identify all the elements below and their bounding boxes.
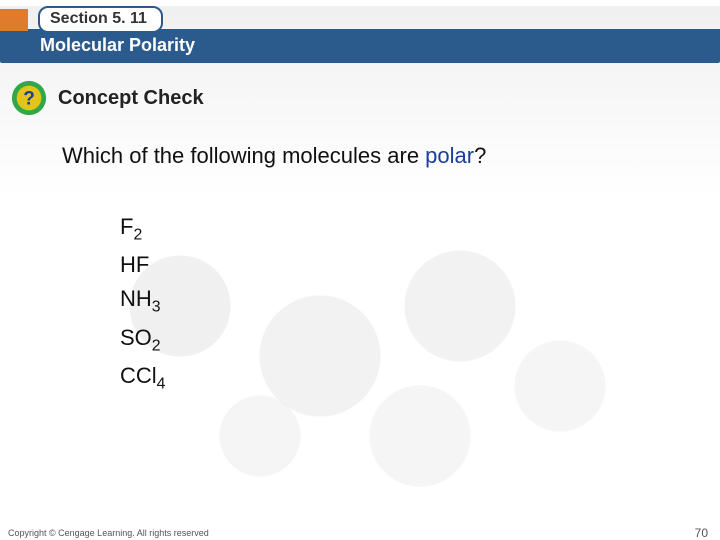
list-item: CCl4 [120,360,690,396]
question-text: Which of the following molecules are pol… [62,143,690,169]
molecule-subscript: 4 [157,375,166,392]
question-prefix: Which of the following molecules are [62,143,425,168]
molecule-base: CCl [120,363,157,388]
molecule-base: F [120,214,133,239]
question-mark-icon: ? [10,79,48,117]
concept-row: ? Concept Check [10,79,720,117]
slide-header: Section 5. 11 Molecular Polarity ? Conce… [0,6,720,117]
list-item: HF [120,249,690,281]
section-label-pill: Section 5. 11 [38,6,163,33]
svg-text:?: ? [23,89,35,110]
question-polar-word: polar [425,143,474,168]
list-item: SO2 [120,322,690,358]
molecule-list: F2HFNH3SO2CCl4 [120,211,690,396]
subtitle-text: Molecular Polarity [40,35,195,55]
subtitle-band: Molecular Polarity [0,29,720,63]
molecule-base: NH [120,286,152,311]
list-item: F2 [120,211,690,247]
section-label: Section 5. 11 [50,10,147,27]
molecule-subscript: 2 [152,337,161,354]
molecule-subscript: 2 [133,226,142,243]
copyright-text: Copyright © Cengage Learning. All rights… [8,528,209,538]
concept-title: Concept Check [58,87,204,110]
page-number: 70 [695,526,708,540]
molecule-base: HF [120,252,149,277]
accent-square [0,9,28,31]
question-suffix: ? [474,143,486,168]
molecule-subscript: 3 [152,299,161,316]
slide: Section 5. 11 Molecular Polarity ? Conce… [0,6,720,540]
molecule-base: SO [120,325,152,350]
slide-body: Which of the following molecules are pol… [0,117,720,396]
list-item: NH3 [120,283,690,319]
